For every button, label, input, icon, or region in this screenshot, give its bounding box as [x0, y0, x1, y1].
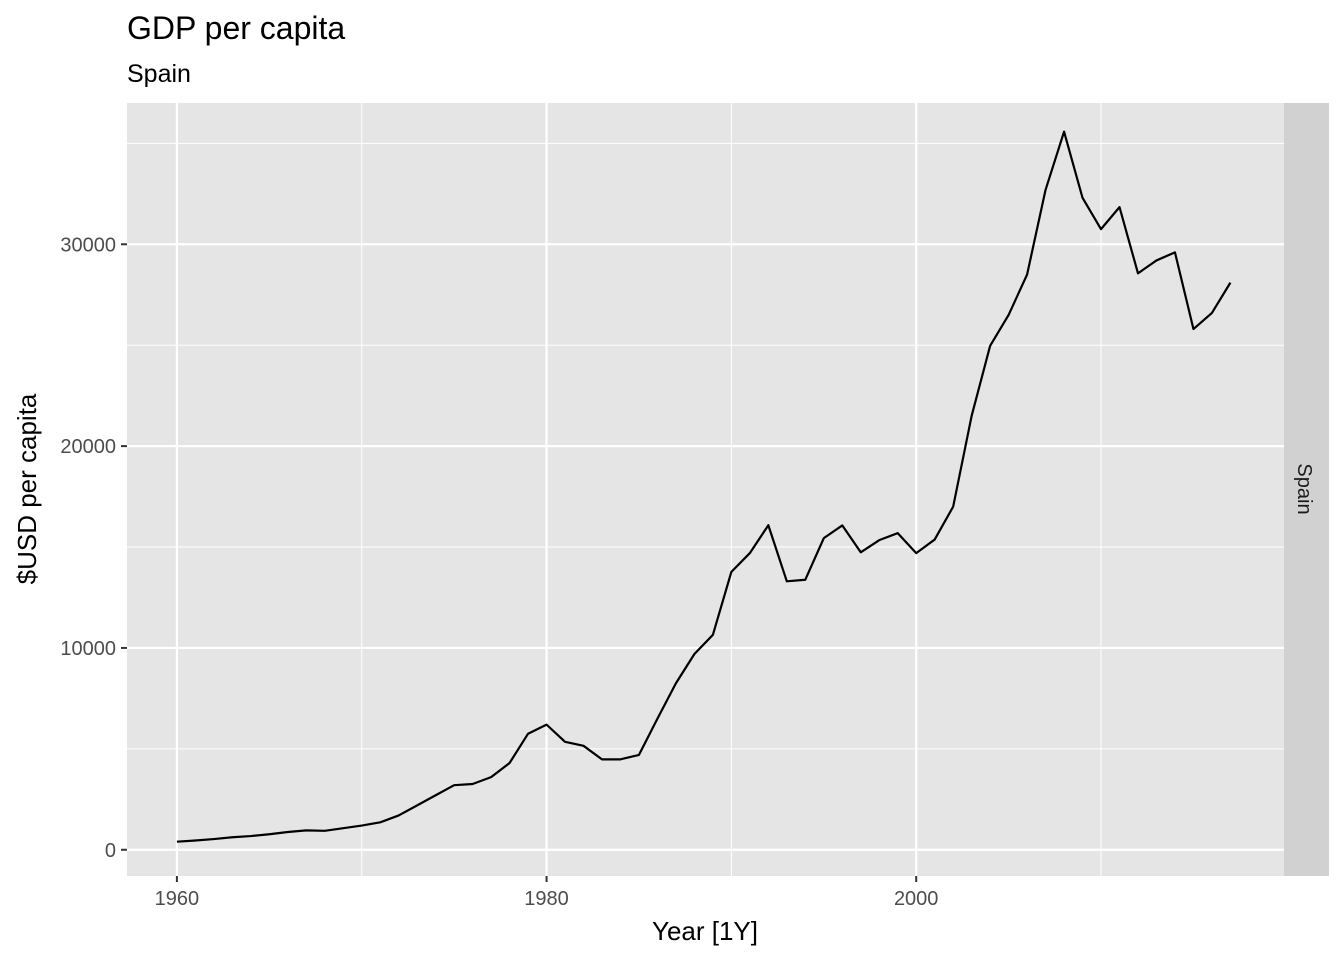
chart-title: GDP per capita: [127, 10, 345, 46]
x-tick-label: 2000: [894, 888, 939, 910]
y-tick-label: 10000: [60, 638, 116, 660]
series-layer: [176, 130, 1232, 843]
chart-subtitle: Spain: [127, 60, 191, 88]
grid-minor: [127, 103, 1284, 876]
x-tick-label: 1960: [155, 888, 200, 910]
x-axis-title: Year [1Y]: [652, 916, 758, 946]
y-tick-label: 20000: [60, 436, 116, 458]
y-tick-label: 0: [105, 840, 116, 862]
y-tick-label: 30000: [60, 234, 116, 256]
x-axis: 1960 1980 2000: [155, 876, 939, 910]
x-tick-label: 1980: [524, 888, 569, 910]
grid-major: [127, 103, 1284, 876]
y-axis-title: $USD per capita: [12, 393, 42, 584]
facet-strip-label: Spain: [1293, 463, 1315, 514]
y-axis: 0 10000 20000 30000: [60, 234, 127, 862]
plot-panel: [127, 103, 1284, 876]
series-line: [176, 130, 1232, 843]
facet-strip: [1284, 103, 1329, 876]
